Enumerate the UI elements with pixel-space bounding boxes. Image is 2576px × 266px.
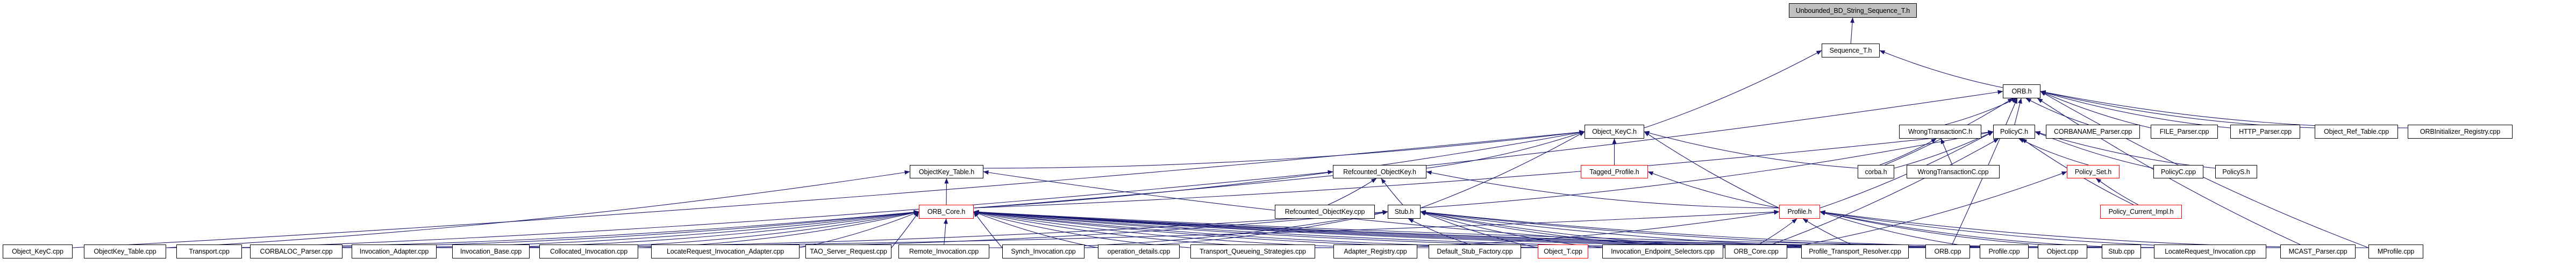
graph-node-locaterequest_invocation_cpp[interactable]: LocateRequest_Invocation.cpp <box>2154 245 2266 258</box>
graph-node-corbaloc_parser_cpp[interactable]: CORBALOC_Parser.cpp <box>250 245 342 258</box>
edge-refcounted_objectkey_h-to-object_keyc_h <box>1426 131 1585 169</box>
edge-remote_invocation_cpp-to-orb_core_h <box>943 218 948 245</box>
edge-transport_cpp-to-refcounted_objectkey_h <box>241 170 1333 248</box>
graph-node-collocated_invocation_cpp[interactable]: Collocated_Invocation.cpp <box>539 245 638 258</box>
graph-node-object_keyc_cpp[interactable]: Object_KeyC.cpp <box>3 245 73 258</box>
graph-node-object_t_cpp[interactable]: Object_T.cpp <box>1538 245 1588 258</box>
graph-node-wrongtransactionc_cpp[interactable]: WrongTransactionC.cpp <box>1907 165 2000 178</box>
graph-node-operation_details_cpp[interactable]: operation_details.cpp <box>1098 245 1180 258</box>
edge-mcast_parser_cpp-to-profile_h <box>1819 210 2281 248</box>
edge-refcounted_objectkey_cpp-to-refcounted_objectkey_h <box>1328 178 1377 205</box>
graph-node-corba_h[interactable]: corba.h <box>1858 165 1894 178</box>
edge-corba_h-to-object_keyc_h <box>1644 131 1858 169</box>
graph-node-invocation_adapter_cpp[interactable]: Invocation_Adapter.cpp <box>352 245 437 258</box>
graph-node-policyc_cpp[interactable]: PolicyC.cpp <box>2153 165 2203 178</box>
graph-node-profile_h[interactable]: Profile.h <box>1779 205 1820 219</box>
graph-node-adapter_registry_cpp[interactable]: Adapter_Registry.cpp <box>1333 245 1417 258</box>
edge-file_parser_cpp-to-orb_h <box>2040 91 2151 128</box>
edge-policyc_h-to-orb_h <box>2014 98 2022 125</box>
graph-node-invocation_endpoint_selectors_cpp[interactable]: Invocation_Endpoint_Selectors.cpp <box>1602 245 1723 258</box>
graph-node-stub_h[interactable]: Stub.h <box>1388 205 1421 219</box>
graph-node-locaterequest_invocation_adapter_cpp[interactable]: LocateRequest_Invocation_Adapter.cpp <box>651 245 800 258</box>
graph-node-object_keyc_h[interactable]: Object_KeyC.h <box>1585 125 1644 139</box>
graph-node-refcounted_objectkey_cpp[interactable]: Refcounted_ObjectKey.cpp <box>1275 205 1375 219</box>
graph-node-policyc_h[interactable]: PolicyC.h <box>1993 125 2035 139</box>
graph-node-objectkey_table_h[interactable]: ObjectKey_Table.h <box>910 165 983 178</box>
edge-sequence_t_h-to-unbounded_bd_string_sequence_t_h <box>1850 17 1855 44</box>
edge-stub_h-to-object_keyc_h <box>1420 131 1585 209</box>
edge-profile_h-to-object_keyc_h <box>1644 131 1780 209</box>
edge-mprofile_cpp-to-orb_h <box>2040 91 2369 248</box>
graph-node-remote_invocation_cpp[interactable]: Remote_Invocation.cpp <box>898 245 989 258</box>
edge-corba_h-to-wrongtransactionc_h <box>1879 138 1937 166</box>
edge-orb_core_cpp-to-profile_h <box>1758 218 1797 245</box>
edge-object_t_cpp-to-stub_h <box>1420 211 1538 248</box>
edge-orb_core_cpp-to-policy_set_h <box>1787 171 2067 248</box>
edge-wrongtransactionc_cpp-to-wrongtransactionc_h <box>1940 138 1953 166</box>
edge-policy_current_impl_h-to-policy_set_h <box>2095 178 2138 205</box>
graph-node-unbounded_bd_string_sequence_t_h[interactable]: Unbounded_BD_String_Sequence_T.h <box>1789 3 1917 18</box>
edge-object_keyc_h-to-sequence_t_h <box>1644 50 1822 128</box>
graph-node-transport_cpp[interactable]: Transport.cpp <box>176 245 242 258</box>
edge-stub_h-to-refcounted_objectkey_h <box>1381 178 1403 205</box>
edge-stub_h-to-policyc_h <box>1420 130 1994 209</box>
graph-node-default_stub_factory_cpp[interactable]: Default_Stub_Factory.cpp <box>1429 245 1521 258</box>
graph-node-profile_transport_resolver_cpp[interactable]: Profile_Transport_Resolver.cpp <box>1801 245 1909 258</box>
edge-orb_core_h-to-object_keyc_h <box>973 130 1585 209</box>
graph-node-refcounted_objectkey_h[interactable]: Refcounted_ObjectKey.h <box>1333 165 1426 178</box>
edge-orb_core_h-to-orb_h <box>973 90 2003 209</box>
graph-node-tagged_profile_h[interactable]: Tagged_Profile.h <box>1581 165 1648 178</box>
graph-node-corbaname_parser_cpp[interactable]: CORBANAME_Parser.cpp <box>2046 125 2140 139</box>
edge-orb_core_h-to-policyc_h <box>973 130 1994 209</box>
graph-node-orb_core_cpp[interactable]: ORB_Core.cpp <box>1725 245 1787 258</box>
edge-corbaloc_parser_cpp-to-orb_core_h <box>342 210 919 248</box>
graph-node-object_ref_table_cpp[interactable]: Object_Ref_Table.cpp <box>2315 125 2398 139</box>
graph-node-tao_server_request_cpp[interactable]: TAO_Server_Request.cpp <box>805 245 891 258</box>
graph-node-policy_current_impl_h[interactable]: Policy_Current_Impl.h <box>2100 205 2182 219</box>
graph-node-orb_h[interactable]: ORB.h <box>2003 84 2040 98</box>
edge-orb_core_cpp-to-policyc_h <box>1771 138 1999 245</box>
graph-node-mprofile_cpp[interactable]: MProfile.cpp <box>2368 245 2423 258</box>
edge-corbaname_parser_cpp-to-orb_h <box>2025 98 2089 125</box>
graph-node-sequence_t_h[interactable]: Sequence_T.h <box>1822 44 1880 57</box>
graph-node-invocation_base_cpp[interactable]: Invocation_Base.cpp <box>452 245 530 258</box>
graph-node-orbinitializer_registry_cpp[interactable]: ORBInitializer_Registry.cpp <box>2408 125 2513 139</box>
edge-objectkey_table_h-to-object_keyc_h <box>983 130 1585 169</box>
graph-node-object_cpp[interactable]: Object.cpp <box>2038 245 2087 258</box>
edge-policy_set_h-to-policyc_h <box>2018 138 2089 166</box>
edge-profile_transport_resolver_cpp-to-profile_h <box>1802 218 1852 245</box>
graph-node-synch_invocation_cpp[interactable]: Synch_Invocation.cpp <box>1002 245 1084 258</box>
graph-node-objectkey_table_cpp[interactable]: ObjectKey_Table.cpp <box>84 245 166 258</box>
edge-objectkey_table_cpp-to-objectkey_table_h <box>166 170 910 248</box>
graph-node-profile_cpp[interactable]: Profile.cpp <box>1980 245 2029 258</box>
edge-invocation_endpoint_selectors_cpp-to-stub_h <box>1420 211 1603 248</box>
edge-tao_server_request_cpp-to-orb_core_h <box>891 211 919 248</box>
graph-node-file_parser_cpp[interactable]: FILE_Parser.cpp <box>2151 125 2218 139</box>
edge-profile_h-to-refcounted_objectkey_h <box>1426 170 1780 209</box>
graph-node-policy_set_h[interactable]: Policy_Set.h <box>2067 165 2120 178</box>
graph-node-wrongtransactionc_h[interactable]: WrongTransactionC.h <box>1899 125 1981 139</box>
edge-profile_h-to-tagged_profile_h <box>1647 171 1780 209</box>
graph-node-http_parser_cpp[interactable]: HTTP_Parser.cpp <box>2230 125 2300 139</box>
graph-node-orb_cpp[interactable]: ORB.cpp <box>1925 245 1970 258</box>
edge-orb_h-to-sequence_t_h <box>1879 50 2003 88</box>
graph-node-mcast_parser_cpp[interactable]: MCAST_Parser.cpp <box>2280 245 2356 258</box>
graph-node-orb_core_h[interactable]: ORB_Core.h <box>919 205 974 219</box>
graph-node-transport_queueing_strategies_cpp[interactable]: Transport_Queueing_Strategies.cpp <box>1190 245 1315 258</box>
graph-node-policys_h[interactable]: PolicyS.h <box>2215 165 2257 178</box>
edge-default_stub_factory_cpp-to-stub_h <box>1408 218 1471 245</box>
graph-node-stub_cpp[interactable]: Stub.cpp <box>2102 245 2141 258</box>
edge-mprofile_cpp-to-profile_h <box>1819 210 2369 248</box>
